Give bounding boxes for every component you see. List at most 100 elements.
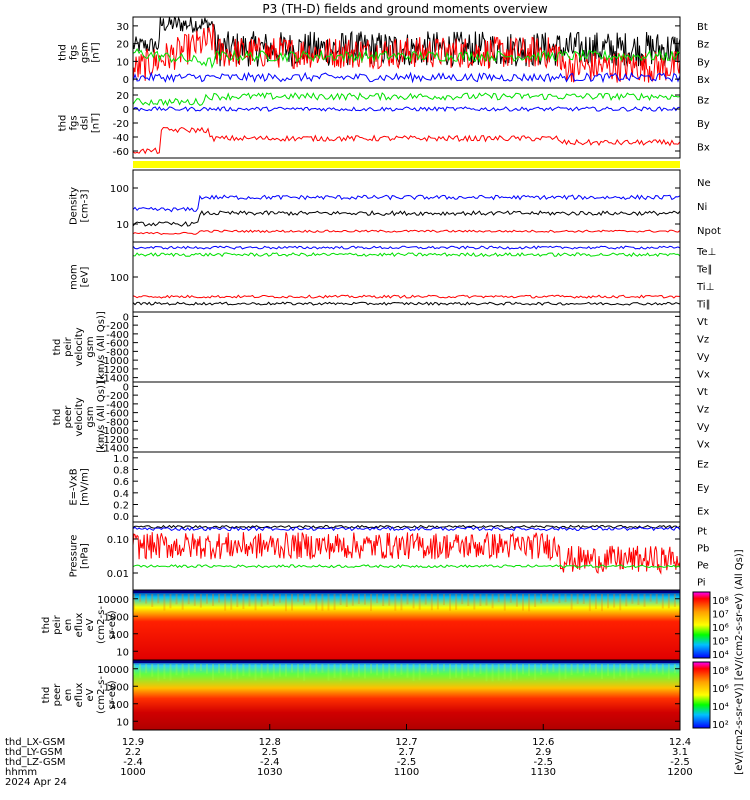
temperature-legend-1: Te∥ (696, 264, 713, 275)
peer-velocity-legend-0: Vt (697, 387, 708, 398)
spectrogram-texture (224, 594, 227, 611)
xaxis-row-label: 2024 Apr 24 (5, 777, 67, 788)
spectrogram-texture (558, 664, 561, 681)
spectrogram-texture (467, 594, 470, 606)
peer-velocity-tick-label: -800 (106, 417, 129, 428)
fgs-gsm-legend-1: Bz (697, 40, 709, 51)
peer-velocity-tick-label: -1200 (100, 435, 129, 446)
spectrogram-texture (151, 594, 154, 607)
spectrogram-texture (552, 664, 555, 672)
peir-eflux-colorbar-tick: 10⁵ (712, 637, 729, 648)
panel-efield-frame (132, 451, 681, 523)
spectrogram-texture (479, 594, 482, 607)
xaxis-value-lz: -2.4 (260, 757, 280, 768)
fgs-dsl-ylabel-line: fgs (69, 115, 80, 130)
spectrogram-texture (303, 664, 306, 681)
spectrogram-texture (388, 594, 391, 606)
spectrogram-texture (503, 664, 506, 680)
spectrogram-texture (600, 664, 603, 680)
spectrogram-texture (351, 664, 354, 678)
peer-velocity-ylabel-line: [km/s (All Qs)] (96, 381, 107, 453)
spectrogram-texture (357, 664, 360, 677)
spectrogram-texture (528, 594, 531, 612)
spectrogram-texture (588, 664, 591, 673)
spectrogram-texture (254, 664, 257, 681)
fgs-gsm-legend-2: By (697, 57, 710, 68)
spectrogram-texture (479, 664, 482, 675)
spectrogram-texture (236, 664, 239, 680)
peer-eflux-tick-label: 10 (116, 717, 129, 728)
spectrogram-texture (546, 594, 549, 602)
peir-eflux-tick-label: 10 (116, 647, 129, 658)
spectrogram-texture (455, 594, 458, 610)
peir-eflux-colorbar-tick: 10⁴ (712, 650, 729, 661)
pressure-ylabel: Pressure [nPa] (69, 535, 91, 578)
spectrogram-texture (193, 664, 196, 673)
xaxis-value-ly: 2.9 (535, 747, 551, 758)
peir-velocity-ylabel-line: thd (52, 339, 63, 356)
spectrogram-texture (424, 594, 427, 605)
peir-eflux-tick-label: 10000 (97, 595, 129, 606)
spectrogram-texture (278, 594, 281, 603)
spectrogram-texture (619, 594, 622, 611)
spectrogram-texture (497, 664, 500, 681)
series-Ti-par (132, 252, 681, 258)
temperature-legend-0: Te⊥ (696, 247, 716, 258)
spectrogram-texture (467, 664, 470, 676)
spectrogram-texture (521, 664, 524, 675)
peir-eflux-ylabel-line: thd (41, 617, 52, 634)
spectrogram-texture (588, 594, 591, 612)
spectrogram-texture (230, 664, 233, 680)
spectrogram-texture (284, 594, 287, 612)
xaxis-value-hhmm: 1100 (394, 767, 419, 778)
spectrogram-texture (661, 594, 664, 609)
peir-eflux-ylabel-line: peir (52, 614, 63, 634)
efield-tick-label: 0.8 (113, 466, 129, 477)
spectrogram-texture (266, 664, 269, 674)
spectrogram-texture (673, 594, 676, 607)
series-Bz (132, 23, 681, 83)
spectrogram-texture (424, 664, 427, 674)
spectrogram-texture (181, 594, 184, 610)
spectrogram-texture (418, 664, 421, 681)
peer-eflux-ylabel-line: eflux (74, 683, 85, 708)
spectrogram-texture (491, 664, 494, 682)
spectrogram-texture (278, 664, 281, 677)
spectrogram-texture (370, 664, 373, 674)
spectrogram-texture (218, 594, 221, 603)
peir-velocity-ylabel: thd peir velocity gsm [km/s (All Qs)] (52, 311, 107, 383)
fgs-gsm-tick-label: 30 (116, 22, 129, 33)
spectrogram-texture (643, 664, 646, 672)
peir-eflux-colorbar-tick: 10⁶ (712, 623, 729, 634)
efield-tick-label: 0.0 (113, 512, 129, 523)
spectrogram-texture (212, 664, 215, 681)
spectrogram-texture (540, 664, 543, 675)
spectrogram-texture (145, 594, 148, 604)
spectrogram-texture (187, 594, 190, 605)
spectrogram-texture (291, 594, 294, 611)
spectrogram-texture (394, 664, 397, 677)
spectrogram-texture (145, 664, 148, 674)
spectrogram-texture (382, 664, 385, 679)
spectrogram-texture (540, 594, 543, 604)
peir-eflux-tick-label: 1000 (104, 612, 129, 623)
xaxis-value-lz: -2.5 (670, 757, 690, 768)
series-Bx (132, 71, 681, 84)
xaxis-value-lx: 12.4 (669, 737, 691, 748)
peir-eflux-tick-label: 100 (110, 630, 129, 641)
spectrogram-texture (327, 664, 330, 681)
peir-eflux-ylabel-line: eflux (74, 613, 85, 638)
peir-eflux-ylabel-line: en (63, 619, 74, 632)
spectrogram-texture (181, 664, 184, 678)
xaxis-row-label: thd_LY-GSM (5, 747, 62, 758)
fgs-dsl-tick-label: 0 (123, 105, 129, 116)
spectrogram-texture (151, 664, 154, 677)
spectrogram-texture (169, 664, 172, 681)
peer-velocity-tick-label: 0 (123, 382, 129, 393)
pressure-legend-3: Pi (697, 578, 706, 589)
spectrogram-texture (503, 594, 506, 611)
spectrogram-texture (363, 594, 366, 605)
xaxis-value-hhmm: 1030 (257, 767, 282, 778)
spectrogram-texture (163, 594, 166, 611)
spectrogram-texture (363, 664, 366, 679)
